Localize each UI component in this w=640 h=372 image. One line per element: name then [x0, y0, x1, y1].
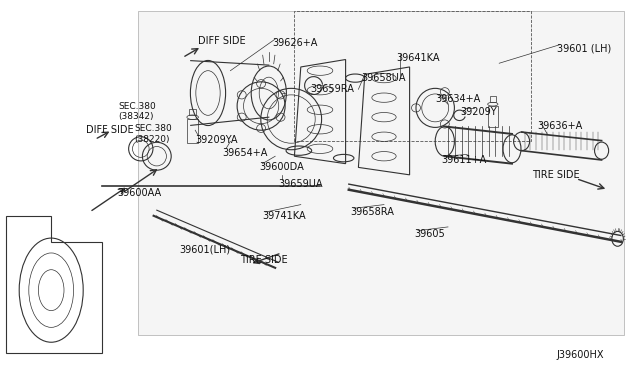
Text: 39636+A: 39636+A: [538, 122, 583, 131]
Text: 39209Y: 39209Y: [461, 107, 497, 116]
Text: 39658UA: 39658UA: [362, 73, 406, 83]
Text: 39626+A: 39626+A: [272, 38, 317, 48]
Bar: [488, 106, 498, 127]
Bar: [187, 119, 198, 143]
Text: 39658RA: 39658RA: [351, 207, 395, 217]
Bar: [490, 96, 496, 102]
Text: 39741KA: 39741KA: [262, 211, 306, 221]
Text: DIFF SIDE: DIFF SIDE: [86, 125, 134, 135]
Text: 39634+A: 39634+A: [435, 94, 481, 103]
Text: 39611+A: 39611+A: [442, 155, 487, 165]
Text: 39600AA: 39600AA: [117, 189, 161, 198]
Text: 39659RA: 39659RA: [310, 84, 355, 94]
Text: 39654+A: 39654+A: [223, 148, 268, 157]
Text: 39601(LH): 39601(LH): [179, 244, 230, 254]
Bar: [189, 109, 196, 115]
Text: SEC.380
(38342): SEC.380 (38342): [118, 102, 156, 121]
Polygon shape: [138, 11, 624, 335]
Text: 39659UA: 39659UA: [278, 179, 323, 189]
Text: 39600DA: 39600DA: [259, 163, 304, 172]
Text: J39600HX: J39600HX: [557, 350, 604, 360]
Text: 39601 (LH): 39601 (LH): [557, 44, 611, 53]
Text: DIFF SIDE: DIFF SIDE: [198, 36, 246, 46]
Text: 39605: 39605: [415, 230, 445, 239]
Text: SEC.380
(38220): SEC.380 (38220): [134, 124, 172, 144]
Text: 39641KA: 39641KA: [397, 53, 440, 62]
Text: 39209YA: 39209YA: [195, 135, 237, 144]
Text: TIRE SIDE: TIRE SIDE: [240, 256, 287, 265]
Text: TIRE SIDE: TIRE SIDE: [532, 170, 580, 180]
